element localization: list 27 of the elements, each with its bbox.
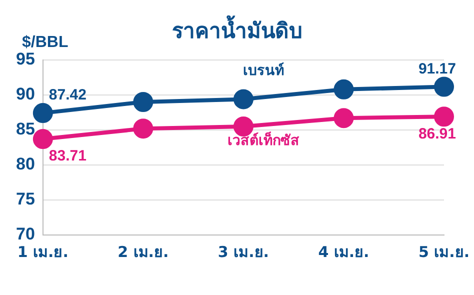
data-label: 87.42 [48,86,86,104]
y-tick-label: 85 [16,120,35,139]
point [434,76,454,97]
x-tick-label: 5 เม.ย. [418,242,470,261]
x-tick-label: 3 เม.ย. [218,242,269,261]
x-tick-label: 4 เม.ย. [318,242,370,261]
point [32,129,53,150]
point [32,103,53,124]
point [434,106,454,127]
x-tick-label: 2 เม.ย. [118,242,169,261]
y-tick-label: 95 [16,50,35,69]
point [133,118,154,139]
data-label: 91.17 [418,60,456,78]
y-tick-label: 75 [16,190,35,209]
y-tick-label: 80 [16,154,35,174]
series-label: เบรนท์ [243,62,284,79]
data-label: 83.71 [48,148,86,165]
series-label: เวสต์เท็กซัส [228,130,300,149]
y-axis-title: $/BBL [22,34,68,52]
data-label: 86.91 [418,125,456,142]
point [334,108,354,128]
x-tick-label: 1 เม.ย. [17,242,68,261]
y-tick-label: 90 [16,84,35,104]
point [334,79,354,100]
point [233,89,254,110]
y-tick-label: 70 [16,224,35,244]
point [133,92,154,112]
